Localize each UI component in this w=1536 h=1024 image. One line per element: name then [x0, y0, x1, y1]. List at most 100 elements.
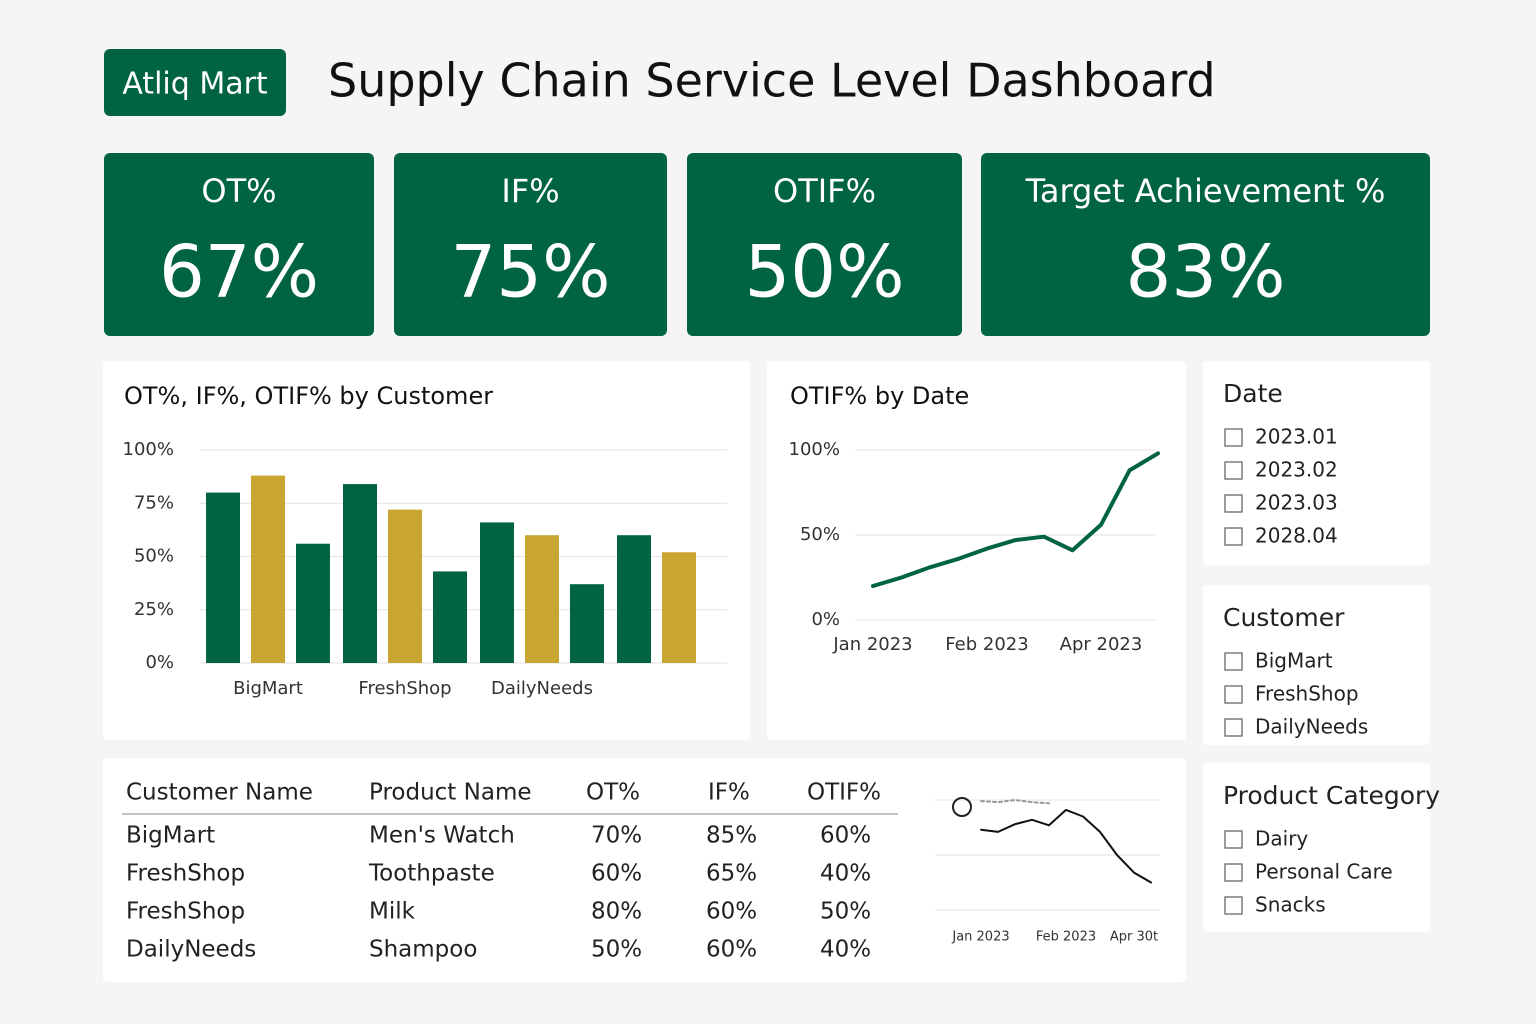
- checkbox[interactable]: [1224, 863, 1243, 882]
- slicer-item[interactable]: Snacks: [1255, 893, 1326, 917]
- column-header: IF%: [708, 780, 750, 806]
- checkbox[interactable]: [1224, 685, 1243, 704]
- bar: [251, 475, 285, 663]
- slicer-item[interactable]: 2023.03: [1255, 491, 1338, 515]
- y-tick-label: 50%: [800, 524, 840, 545]
- column-header: Customer Name: [126, 780, 313, 806]
- y-tick-label: 100%: [123, 439, 174, 460]
- y-tick-label: 25%: [134, 599, 174, 620]
- checkbox[interactable]: [1224, 461, 1243, 480]
- bar: [480, 522, 514, 663]
- y-tick-label: 50%: [134, 546, 174, 567]
- checkbox[interactable]: [1224, 494, 1243, 513]
- bar: [433, 571, 467, 663]
- kpi-card: [687, 153, 962, 336]
- slicer-item[interactable]: 2023.01: [1255, 425, 1338, 449]
- bar: [206, 492, 240, 663]
- x-tick-label: DailyNeeds: [491, 678, 593, 699]
- sparkline-marker: [952, 797, 972, 817]
- x-tick-label: Feb 2023: [945, 634, 1028, 655]
- y-tick-label: 75%: [134, 492, 174, 513]
- column-header: OT%: [586, 780, 640, 806]
- bar: [570, 584, 604, 663]
- column-header: Product Name: [369, 780, 532, 806]
- line-series: [871, 451, 1160, 588]
- table-cell: 40%: [820, 861, 871, 887]
- table-cell: Men's Watch: [369, 823, 515, 849]
- slicer-title: Date: [1223, 379, 1283, 408]
- kpi-label: OTIF%: [773, 172, 876, 210]
- table-cell: 60%: [706, 937, 757, 963]
- y-tick-label: 0%: [811, 609, 840, 630]
- table-cell: Milk: [369, 899, 416, 925]
- table-cell: DailyNeeds: [126, 937, 256, 963]
- kpi-label: Target Achievement %: [1025, 172, 1386, 210]
- chart-title: OT%, IF%, OTIF% by Customer: [124, 382, 493, 410]
- slicer-item[interactable]: DailyNeeds: [1255, 715, 1368, 739]
- x-tick-label: Apr 30t: [1110, 930, 1158, 945]
- slicer-title: Customer: [1223, 603, 1345, 632]
- x-tick-label: BigMart: [233, 678, 303, 699]
- checkbox[interactable]: [1224, 428, 1243, 447]
- kpi-value: 67%: [159, 230, 319, 314]
- x-tick-label: FreshShop: [358, 678, 451, 699]
- column-header: OTIF%: [807, 780, 881, 806]
- bar: [296, 543, 330, 663]
- checkbox[interactable]: [1224, 527, 1243, 546]
- kpi-card: [104, 153, 374, 336]
- kpi-card: [394, 153, 667, 336]
- x-tick-label: Apr 2023: [1060, 634, 1143, 655]
- table-cell: 70%: [591, 823, 642, 849]
- table-cell: 60%: [706, 899, 757, 925]
- slicer-item[interactable]: Personal Care: [1255, 860, 1393, 884]
- table-cell: FreshShop: [126, 899, 245, 925]
- table-cell: BigMart: [126, 823, 215, 849]
- table-cell: Shampoo: [369, 937, 477, 963]
- line-series: [980, 808, 1152, 884]
- slicer-title: Product Category: [1223, 781, 1440, 810]
- table-cell: FreshShop: [126, 861, 245, 887]
- kpi-value: 83%: [1125, 230, 1285, 314]
- kpi-label: IF%: [501, 172, 559, 210]
- chart-title: OTIF% by Date: [790, 382, 969, 410]
- kpi-card: [981, 153, 1430, 336]
- panel: [1203, 361, 1430, 565]
- slicer-item[interactable]: BigMart: [1255, 649, 1333, 673]
- y-tick-label: 0%: [145, 652, 174, 673]
- kpi-value: 50%: [744, 230, 904, 314]
- table-cell: 60%: [820, 823, 871, 849]
- slicer-item[interactable]: 2023.02: [1255, 458, 1338, 482]
- bar: [662, 552, 696, 663]
- checkbox[interactable]: [1224, 652, 1243, 671]
- bar: [343, 484, 377, 663]
- x-tick-label: Jan 2023: [832, 634, 912, 655]
- slicer-item[interactable]: FreshShop: [1255, 682, 1359, 706]
- checkbox[interactable]: [1224, 896, 1243, 915]
- kpi-label: OT%: [201, 172, 276, 210]
- table-cell: 50%: [591, 937, 642, 963]
- panel: [1203, 763, 1430, 932]
- bar: [525, 535, 559, 663]
- table-cell: 60%: [591, 861, 642, 887]
- slicer-item[interactable]: Dairy: [1255, 827, 1308, 851]
- checkbox[interactable]: [1224, 830, 1243, 849]
- kpi-value: 75%: [450, 230, 610, 314]
- checkbox[interactable]: [1224, 718, 1243, 737]
- x-tick-label: Jan 2023: [951, 930, 1009, 945]
- line-series: [980, 799, 1050, 805]
- panel: [1203, 585, 1430, 745]
- table-cell: 50%: [820, 899, 871, 925]
- table-cell: 80%: [591, 899, 642, 925]
- brand-badge: [104, 49, 286, 116]
- table-cell: 40%: [820, 937, 871, 963]
- table-cell: Toothpaste: [368, 861, 495, 887]
- bar: [617, 535, 651, 663]
- slicer-item[interactable]: 2028.04: [1255, 524, 1338, 548]
- brand: Atliq Mart: [122, 67, 268, 102]
- bar: [388, 509, 422, 663]
- x-tick-label: Feb 2023: [1036, 930, 1096, 945]
- dashboard-title: Supply Chain Service Level Dashboard: [328, 54, 1216, 108]
- table-cell: 85%: [706, 823, 757, 849]
